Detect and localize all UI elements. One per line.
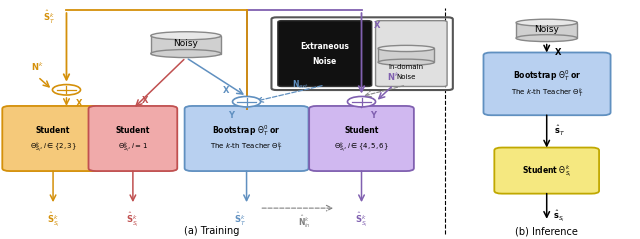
Text: (a) Training: (a) Training — [184, 226, 239, 236]
Text: $\hat{\mathbf{S}}^k_T$: $\hat{\mathbf{S}}^k_T$ — [234, 211, 246, 228]
Text: Student: Student — [116, 126, 150, 135]
Text: $\hat{\mathbf{S}}^k_{S_i}$: $\hat{\mathbf{S}}^k_{S_i}$ — [355, 211, 368, 229]
Text: Noise: Noise — [313, 57, 337, 66]
Text: $\mathbf{Y}$: $\mathbf{Y}$ — [228, 109, 236, 120]
Text: Student: Student — [344, 126, 379, 135]
FancyBboxPatch shape — [278, 21, 372, 87]
Text: $\Theta^k_{S_i}, i=1$: $\Theta^k_{S_i}, i=1$ — [118, 141, 148, 155]
Text: $\mathbf{X}$: $\mathbf{X}$ — [554, 46, 563, 57]
Ellipse shape — [516, 35, 577, 42]
Text: In-domain: In-domain — [388, 65, 424, 71]
FancyBboxPatch shape — [376, 21, 447, 87]
Ellipse shape — [151, 32, 221, 40]
Text: $\hat{\mathbf{S}}^k_{S_i}$: $\hat{\mathbf{S}}^k_{S_i}$ — [47, 211, 60, 229]
Ellipse shape — [516, 19, 577, 26]
Text: $\mathbf{X}$: $\mathbf{X}$ — [373, 19, 381, 30]
Circle shape — [348, 97, 376, 107]
Text: $\mathbf{X}$: $\mathbf{X}$ — [222, 84, 230, 95]
Text: Noise: Noise — [397, 75, 416, 81]
Text: $\mathbf{N}^k$: $\mathbf{N}^k$ — [31, 61, 44, 73]
Text: $\hat{\mathbf{s}}_T$: $\hat{\mathbf{s}}_T$ — [554, 124, 565, 138]
FancyBboxPatch shape — [483, 53, 611, 115]
FancyBboxPatch shape — [516, 23, 577, 38]
Text: $\hat{\mathbf{S}}^k_{S_i}$: $\hat{\mathbf{S}}^k_{S_i}$ — [127, 211, 140, 229]
Ellipse shape — [378, 45, 435, 52]
Text: $\mathbf{X}$: $\mathbf{X}$ — [141, 94, 149, 105]
Text: $\mathbf{X}$: $\mathbf{X}$ — [75, 97, 83, 108]
Ellipse shape — [151, 49, 221, 58]
Text: (b) Inference: (b) Inference — [515, 226, 578, 236]
FancyBboxPatch shape — [88, 106, 177, 171]
Ellipse shape — [378, 59, 435, 65]
Text: Student: Student — [36, 126, 70, 135]
Text: $\mathbf{N}_{ext}$: $\mathbf{N}_{ext}$ — [292, 78, 309, 91]
Text: $\hat{\mathbf{s}}_{S_i}$: $\hat{\mathbf{s}}_{S_i}$ — [553, 209, 565, 224]
Circle shape — [232, 97, 260, 107]
FancyBboxPatch shape — [3, 106, 104, 171]
Text: The $k$-th Teacher $\Theta^k_T$: The $k$-th Teacher $\Theta^k_T$ — [210, 141, 283, 154]
Circle shape — [52, 85, 81, 95]
Text: $\Theta^k_{S_i}, i \in \{2,3\}$: $\Theta^k_{S_i}, i \in \{2,3\}$ — [29, 141, 77, 155]
Text: $\hat{\mathbf{S}}^k_T$: $\hat{\mathbf{S}}^k_T$ — [43, 9, 55, 26]
FancyBboxPatch shape — [184, 106, 308, 171]
Text: Student $\Theta^k_{S_i}$: Student $\Theta^k_{S_i}$ — [522, 163, 572, 179]
FancyBboxPatch shape — [378, 49, 435, 62]
Text: $\Theta^k_{S_i}, i \in \{4,5,6\}$: $\Theta^k_{S_i}, i \in \{4,5,6\}$ — [334, 141, 389, 155]
FancyBboxPatch shape — [151, 36, 221, 54]
Text: $\mathbf{Y}$: $\mathbf{Y}$ — [370, 109, 378, 120]
Text: $\mathbf{N}^k$: $\mathbf{N}^k$ — [387, 70, 400, 83]
Text: Noisy: Noisy — [173, 39, 198, 48]
Text: Bootstrap $\Theta^0_T$ or: Bootstrap $\Theta^0_T$ or — [212, 123, 281, 138]
Text: Bootstrap $\Theta^0_T$ or: Bootstrap $\Theta^0_T$ or — [513, 69, 581, 83]
Text: $\hat{\mathbf{N}}^k_{in}$: $\hat{\mathbf{N}}^k_{in}$ — [298, 213, 310, 230]
Text: Extraneous: Extraneous — [300, 42, 349, 50]
Text: Noisy: Noisy — [534, 25, 559, 34]
FancyBboxPatch shape — [309, 106, 414, 171]
Text: The $k$-th Teacher $\Theta^k_T$: The $k$-th Teacher $\Theta^k_T$ — [511, 86, 584, 99]
FancyBboxPatch shape — [494, 147, 599, 194]
